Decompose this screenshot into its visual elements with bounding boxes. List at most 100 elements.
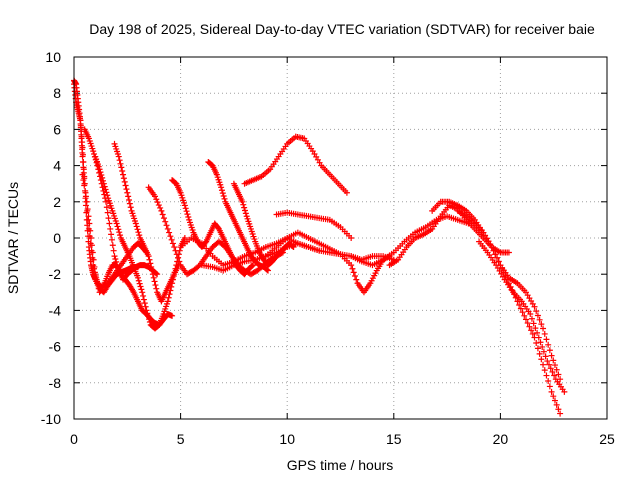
data-point: [549, 368, 556, 375]
y-tick-label: 6: [53, 121, 61, 137]
data-point: [141, 300, 148, 307]
data-point: [106, 220, 113, 227]
data-point: [104, 209, 111, 216]
data-point: [536, 316, 543, 323]
data-point: [116, 229, 123, 236]
data-point: [184, 211, 191, 218]
data-point: [534, 345, 541, 352]
data-point: [531, 303, 538, 310]
data-point: [343, 189, 350, 196]
x-tick-label: 5: [177, 431, 185, 447]
data-point: [153, 270, 160, 277]
series-arc9: [205, 158, 272, 274]
data-point: [82, 187, 89, 194]
data-point: [493, 254, 500, 261]
data-point: [164, 298, 171, 305]
data-point: [117, 160, 124, 167]
data-point: [125, 193, 132, 200]
y-tick-label: 0: [53, 230, 61, 246]
data-point: [240, 201, 247, 208]
data-point: [495, 258, 502, 265]
data-point: [96, 166, 103, 173]
data-point: [150, 274, 157, 281]
data-point: [539, 343, 546, 350]
data-point: [158, 207, 165, 214]
data-point: [115, 153, 122, 160]
y-tick-label: -8: [49, 375, 62, 391]
data-point: [90, 256, 97, 263]
data-point: [135, 277, 142, 284]
data-point: [114, 261, 121, 268]
data-point: [80, 164, 87, 171]
data-point: [551, 397, 558, 404]
data-point: [145, 253, 152, 260]
data-point: [80, 177, 87, 184]
data-point: [107, 225, 114, 232]
data-point: [182, 205, 189, 212]
data-point: [157, 204, 164, 211]
data-point: [171, 244, 178, 251]
data-point: [108, 231, 115, 238]
data-point: [142, 303, 149, 310]
data-point: [241, 207, 248, 214]
data-point: [529, 330, 536, 337]
data-point: [152, 193, 159, 200]
data-point: [120, 171, 127, 178]
data-point: [108, 236, 115, 243]
data-point: [543, 372, 550, 379]
data-point: [538, 321, 545, 328]
data-point: [540, 325, 547, 332]
data-point: [546, 383, 553, 390]
data-point: [147, 260, 154, 267]
data-point: [555, 406, 562, 413]
data-point: [532, 325, 539, 332]
data-point: [249, 262, 256, 269]
data-point: [132, 220, 139, 227]
data-point: [239, 198, 246, 205]
data-point: [524, 320, 531, 327]
data-point: [540, 361, 547, 368]
data-point: [121, 178, 128, 185]
data-point: [550, 393, 557, 400]
data-point: [99, 174, 106, 181]
data-point: [152, 282, 159, 289]
series-arc18: [429, 198, 564, 383]
y-tick-label: -2: [49, 266, 62, 282]
data-point: [536, 350, 543, 357]
data-point: [505, 249, 512, 256]
data-point: [349, 265, 356, 272]
data-point: [101, 183, 108, 190]
data-point: [146, 256, 153, 263]
series-arc16: [348, 213, 472, 269]
data-point: [105, 215, 112, 222]
data-point: [139, 289, 146, 296]
data-point: [79, 158, 86, 165]
data-point: [82, 193, 89, 200]
data-point: [538, 356, 545, 363]
data-point: [163, 222, 170, 229]
y-axis-label: SDTVAR / TECUs: [5, 182, 21, 294]
data-point: [145, 313, 152, 320]
data-point: [181, 235, 188, 241]
data-point: [185, 214, 192, 221]
data-point: [316, 247, 323, 254]
y-tick-label: -10: [41, 411, 61, 427]
data-point: [169, 240, 176, 247]
series-arc11: [241, 133, 350, 196]
data-point: [166, 229, 173, 236]
data-point: [111, 253, 118, 260]
series-arc20: [476, 238, 568, 395]
data-point: [114, 223, 121, 230]
data-point: [140, 296, 147, 303]
data-point: [534, 329, 541, 336]
data-point: [122, 182, 129, 189]
data-point: [351, 273, 358, 280]
data-point: [94, 278, 101, 285]
y-tick-label: 4: [53, 158, 61, 174]
data-point: [545, 341, 552, 348]
data-point: [159, 211, 166, 218]
data-point: [81, 182, 88, 189]
data-point: [151, 278, 158, 285]
data-point: [102, 198, 109, 205]
data-point: [546, 361, 553, 368]
